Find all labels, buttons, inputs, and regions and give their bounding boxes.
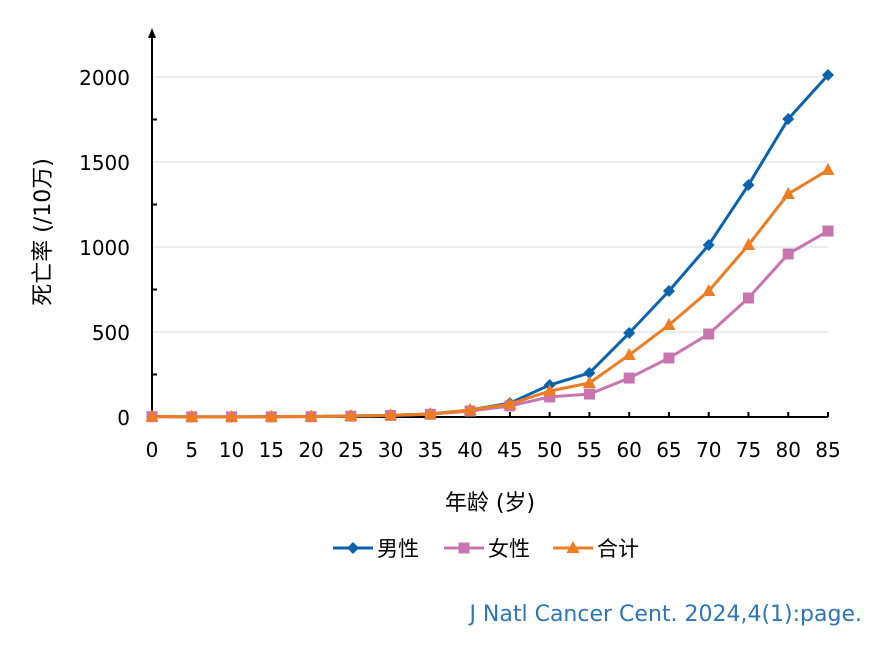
data-point bbox=[185, 409, 199, 422]
data-point bbox=[503, 397, 517, 410]
data-point bbox=[702, 284, 716, 297]
data-point bbox=[344, 408, 358, 421]
data-point bbox=[821, 162, 835, 175]
legend-label: 合计 bbox=[597, 537, 639, 561]
data-point bbox=[742, 178, 755, 191]
series-0 bbox=[146, 68, 834, 423]
x-tick-label: 30 bbox=[378, 438, 403, 462]
data-point bbox=[622, 347, 636, 360]
data-point bbox=[782, 248, 794, 260]
series-line bbox=[151, 73, 830, 419]
y-axis-label: 死亡率 (/10万) bbox=[31, 158, 56, 306]
data-point bbox=[463, 403, 477, 416]
legend-item: 男性 bbox=[333, 537, 419, 561]
x-tick-label: 55 bbox=[577, 438, 602, 462]
data-point bbox=[145, 409, 159, 422]
data-point bbox=[264, 409, 278, 422]
y-axis-arrow-icon bbox=[148, 28, 156, 38]
data-point bbox=[543, 383, 557, 396]
data-point bbox=[225, 409, 239, 422]
x-tick-label: 70 bbox=[696, 438, 721, 462]
x-tick-label: 10 bbox=[219, 438, 244, 462]
x-tick-label: 75 bbox=[736, 438, 761, 462]
x-tick-label: 60 bbox=[616, 438, 641, 462]
x-tick-label: 65 bbox=[656, 438, 681, 462]
x-tick-label: 35 bbox=[418, 438, 443, 462]
x-tick-label: 80 bbox=[776, 438, 801, 462]
legend-item: 合计 bbox=[553, 537, 639, 561]
data-point bbox=[384, 408, 398, 421]
legend-marker-icon bbox=[347, 542, 359, 554]
legend-marker-icon bbox=[566, 541, 580, 553]
x-tick-label: 5 bbox=[185, 438, 198, 462]
data-point bbox=[582, 376, 596, 388]
data-point bbox=[822, 225, 834, 237]
x-tick-label: 45 bbox=[497, 438, 522, 462]
series-1 bbox=[146, 225, 834, 423]
data-point bbox=[662, 285, 675, 298]
series-line bbox=[151, 168, 829, 419]
data-point bbox=[583, 366, 596, 379]
y-tick-label: 500 bbox=[92, 321, 130, 345]
legend-item: 女性 bbox=[444, 537, 530, 561]
y-tick-label: 0 bbox=[117, 406, 130, 430]
data-point bbox=[782, 112, 795, 125]
data-point bbox=[304, 409, 318, 422]
citation: J Natl Cancer Cent. 2024,4(1):page. bbox=[469, 602, 862, 627]
x-tick-label: 85 bbox=[815, 438, 840, 462]
x-tick-label: 25 bbox=[338, 438, 363, 462]
data-point bbox=[822, 68, 834, 81]
x-tick-label: 15 bbox=[259, 438, 284, 462]
data-point bbox=[623, 372, 635, 384]
data-point bbox=[663, 352, 675, 364]
y-tick-label: 1000 bbox=[79, 236, 130, 260]
legend-marker-icon bbox=[458, 542, 470, 554]
series-line bbox=[151, 229, 829, 419]
x-tick-label: 40 bbox=[457, 438, 482, 462]
data-point bbox=[544, 391, 556, 403]
data-point bbox=[623, 327, 636, 340]
data-point bbox=[583, 388, 595, 400]
legend-label: 女性 bbox=[488, 537, 530, 561]
x-tick-label: 20 bbox=[298, 438, 323, 462]
data-point bbox=[423, 407, 437, 420]
data-point bbox=[703, 328, 715, 340]
data-point bbox=[702, 238, 715, 251]
legend: 男性 女性 合计 bbox=[333, 537, 639, 561]
data-point bbox=[781, 186, 795, 199]
series-2 bbox=[145, 162, 835, 422]
y-tick-label: 2000 bbox=[79, 66, 130, 90]
data-point bbox=[742, 292, 754, 304]
data-point bbox=[741, 237, 755, 250]
legend-label: 男性 bbox=[377, 537, 419, 561]
x-tick-label: 0 bbox=[146, 438, 159, 462]
y-tick-label: 1500 bbox=[79, 151, 130, 175]
x-axis-label: 年龄 (岁) bbox=[445, 491, 535, 516]
data-point bbox=[662, 318, 676, 331]
x-tick-label: 50 bbox=[537, 438, 562, 462]
